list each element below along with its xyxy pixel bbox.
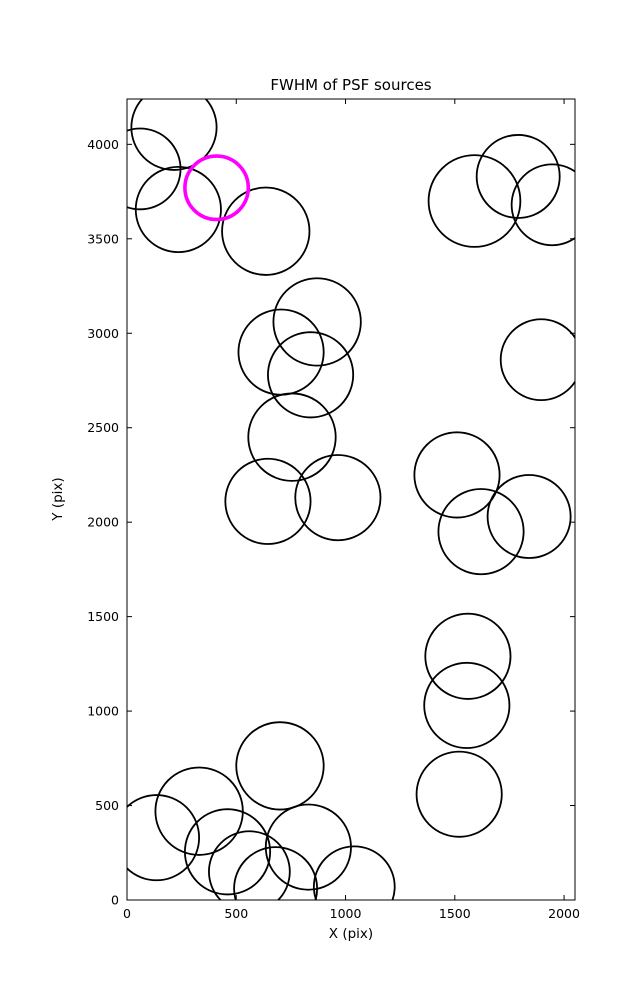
psf-circle bbox=[221, 186, 311, 276]
psf-circle bbox=[475, 134, 561, 219]
psf-circle bbox=[423, 661, 511, 749]
psf-circle bbox=[247, 392, 337, 482]
ticks-layer bbox=[126, 99, 575, 901]
psf-circle bbox=[437, 488, 525, 576]
y-tick-label: 3500 bbox=[87, 231, 119, 246]
highlighted-psf-circle bbox=[183, 154, 251, 222]
psf-circle bbox=[184, 808, 272, 896]
psf-circle bbox=[427, 154, 522, 248]
psf-circle bbox=[237, 308, 325, 396]
x-tick-label: 0 bbox=[123, 906, 131, 921]
psf-circle bbox=[294, 454, 382, 542]
y-tick-label: 3000 bbox=[87, 326, 119, 341]
x-tick-label: 500 bbox=[224, 906, 248, 921]
chart-title: FWHM of PSF sources bbox=[270, 76, 432, 94]
tick-labels-layer: 0 500 1000 1500 2000 0 500 1000 1500 2000 2500 3000… bbox=[87, 137, 580, 921]
psf-circle bbox=[233, 846, 319, 900]
psf-circles-layer bbox=[127, 99, 575, 900]
x-axis-label: X (pix) bbox=[328, 926, 374, 942]
y-tick-label: 1000 bbox=[87, 704, 119, 719]
x-tick-label: 1500 bbox=[439, 906, 471, 921]
psf-circle bbox=[413, 431, 501, 519]
psf-circle bbox=[127, 794, 201, 882]
psf-circle bbox=[267, 331, 355, 419]
plot-border bbox=[126, 98, 576, 901]
psf-circle bbox=[499, 318, 575, 402]
psf-circle bbox=[424, 612, 512, 700]
psf-circle bbox=[208, 830, 291, 900]
y-axis-label: Y (pix) bbox=[50, 477, 66, 521]
psf-circle bbox=[272, 277, 362, 367]
psf-circle bbox=[415, 750, 503, 838]
y-tick-label: 2000 bbox=[87, 515, 119, 530]
psf-circle bbox=[127, 127, 182, 211]
psf-circle bbox=[224, 457, 312, 545]
psf-circle bbox=[486, 474, 572, 559]
psf-circle bbox=[134, 166, 222, 254]
y-tick-label: 4000 bbox=[87, 137, 119, 152]
psf-circle bbox=[235, 721, 325, 811]
y-tick-label: 0 bbox=[111, 893, 119, 908]
psf-circle bbox=[510, 163, 575, 247]
y-tick-label: 500 bbox=[95, 798, 119, 813]
x-tick-label: 1000 bbox=[330, 906, 362, 921]
x-tick-label: 2000 bbox=[548, 906, 580, 921]
psf-circle bbox=[312, 845, 396, 900]
y-tick-label: 1500 bbox=[87, 609, 119, 624]
psf-circle bbox=[130, 99, 218, 171]
y-tick-label: 2500 bbox=[87, 420, 119, 435]
